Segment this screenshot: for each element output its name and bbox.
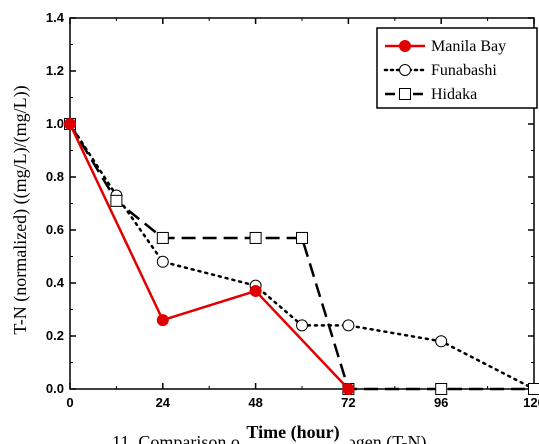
y-axis-ticks: 0.0 0.2 0.4 0.6 0.8 1.0 1.2 1.4 — [46, 10, 534, 396]
data-point-manila-bay — [342, 383, 355, 395]
y-tick-label: 0.8 — [46, 169, 64, 184]
y-axis-label: T-N (normalized) ((mg/L)/(mg/L)) — [10, 85, 31, 334]
x-axis-ticks: 0 24 48 72 96 120 — [66, 18, 539, 410]
x-tick-label: 48 — [248, 395, 262, 410]
legend-item-manila-bay: Manila Bay — [385, 38, 506, 55]
legend-item-funabashi: Funabashi — [383, 62, 497, 79]
x-tick-label: 96 — [434, 395, 448, 410]
x-tick-label: 0 — [66, 395, 73, 410]
data-point-funabashi — [156, 255, 169, 268]
data-point-hidaka — [296, 231, 308, 244]
legend-label-hidaka: Hidaka — [431, 86, 477, 103]
y-tick-label: 1.0 — [46, 116, 64, 131]
data-point-hidaka — [249, 231, 262, 244]
legend-label-manila-bay: Manila Bay — [431, 38, 506, 55]
x-axis-label: Time (hour) — [246, 422, 339, 443]
legend-marker-manila-bay — [399, 40, 411, 52]
data-point-hidaka — [435, 383, 448, 395]
series-line-hidaka — [68, 123, 534, 391]
legend-label-funabashi: Funabashi — [431, 62, 497, 79]
data-point-funabashi — [296, 319, 308, 332]
x-tick-label: 24 — [156, 395, 171, 410]
data-point-hidaka — [156, 231, 169, 244]
y-tick-label: 0.6 — [46, 222, 64, 237]
series-hidaka — [64, 118, 539, 395]
y-tick-label: 0.2 — [46, 328, 64, 343]
series-line-manila-bay — [68, 123, 350, 390]
x-tick-label: 72 — [341, 395, 355, 410]
legend-marker-funabashi — [399, 64, 411, 76]
legend: Manila Bay Funabashi Hidaka — [376, 27, 538, 109]
data-point-funabashi — [342, 319, 355, 332]
series-line-funabashi — [68, 122, 536, 391]
y-tick-label: 0.0 — [46, 381, 64, 396]
caption-cover — [240, 418, 350, 444]
series-manila-bay — [64, 118, 355, 395]
x-tick-label: 120 — [523, 395, 539, 410]
series-layer — [64, 118, 539, 395]
data-point-manila-bay — [64, 118, 76, 130]
y-tick-label: 1.2 — [46, 63, 64, 78]
legend-item-hidaka: Hidaka — [385, 86, 477, 103]
data-point-hidaka — [528, 383, 539, 395]
y-tick-label: 0.4 — [46, 275, 65, 290]
data-point-manila-bay — [249, 284, 262, 297]
data-point-funabashi — [435, 335, 448, 348]
series-funabashi — [64, 118, 539, 395]
y-tick-label: 1.4 — [46, 10, 65, 25]
data-point-hidaka — [110, 194, 123, 207]
data-point-manila-bay — [156, 314, 169, 327]
legend-marker-hidaka — [399, 88, 411, 100]
